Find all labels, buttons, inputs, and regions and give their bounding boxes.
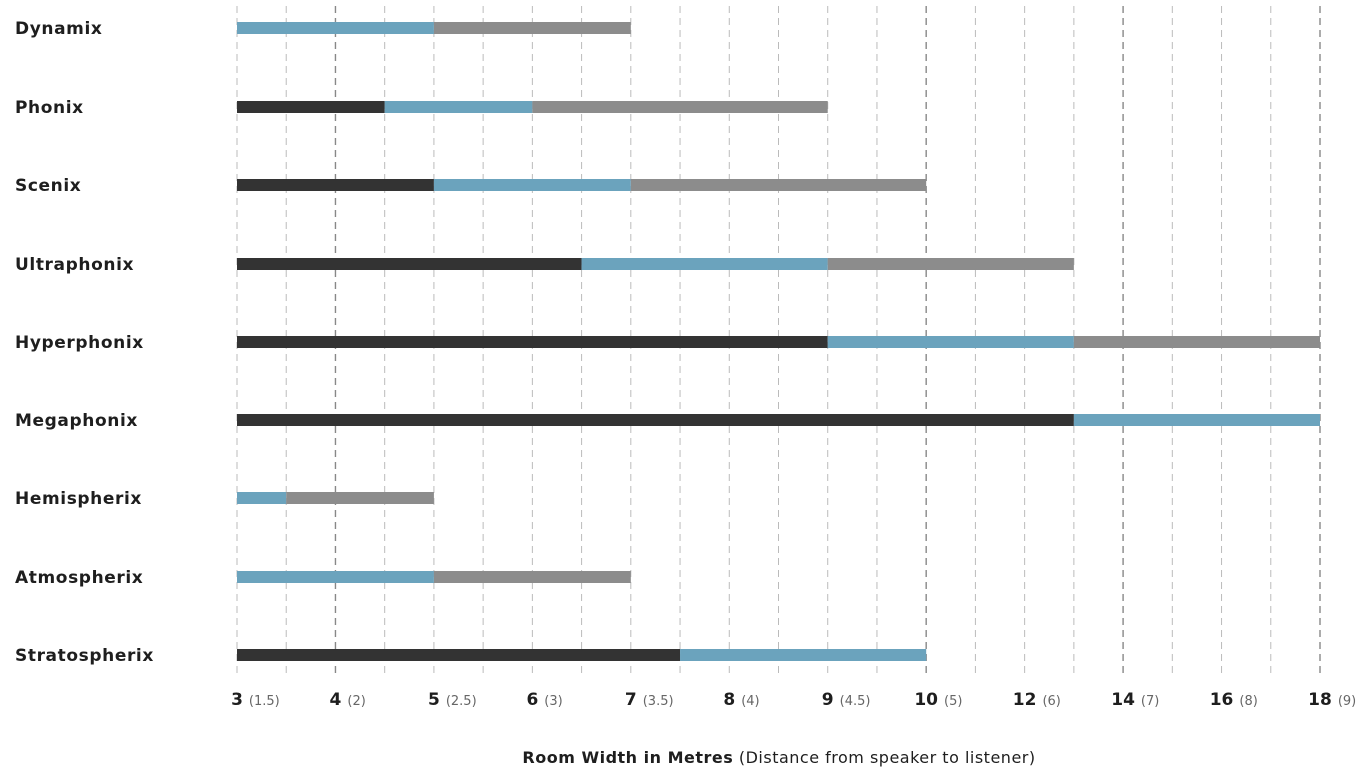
x-tick-sub-value: (4) — [741, 694, 759, 709]
bar-ultraphonix-blue-segment — [581, 258, 828, 270]
bar-dynamix-gray-segment — [433, 22, 631, 34]
bar-scenix-blue-segment — [433, 179, 631, 191]
x-tick-sub-value: (3.5) — [643, 694, 674, 709]
bars — [237, 22, 1320, 661]
product-label-megaphonix: Megaphonix — [15, 411, 138, 431]
x-tick-value: 6 — [526, 690, 538, 710]
product-label-hyperphonix: Hyperphonix — [15, 333, 144, 353]
x-tick-value: 3 — [231, 690, 243, 710]
x-axis-title: Room Width in Metres (Distance from spea… — [522, 748, 1035, 767]
product-labels: Dynamix Phonix Scenix Ultraphonix Hyperphoni… — [15, 19, 154, 666]
bar-phonix-dark-segment — [237, 101, 385, 113]
bar-atmospherix-gray-segment — [433, 571, 631, 583]
bar-phonix-gray-segment — [532, 101, 828, 113]
bar-scenix-dark-segment — [237, 179, 434, 191]
bar-hemispherix-gray-segment — [286, 492, 434, 504]
product-label-scenix: Scenix — [15, 176, 81, 196]
bar-hyperphonix-gray-segment — [1073, 336, 1320, 348]
x-tick-label-12: 12 (6) — [1013, 690, 1061, 710]
bar-hyperphonix-blue-segment — [827, 336, 1074, 348]
product-label-stratospherix: Stratospherix — [15, 646, 154, 666]
x-tick-label-4: 4 (2) — [330, 690, 366, 710]
x-tick-label-7: 7 (3.5) — [625, 690, 674, 710]
x-axis-title-bold: Room Width in Metres — [522, 748, 733, 767]
bar-stratospherix-blue-segment — [680, 649, 927, 661]
x-tick-value: 18 — [1308, 690, 1332, 710]
x-tick-sub-value: (6) — [1042, 694, 1060, 709]
x-axis-ticks: 3 (1.5) 4 (2) 5 (2.5) 6 (3) 7 (3.5) 8 (4) 9 (4.5) 10 (5… — [231, 690, 1356, 710]
x-tick-label-16: 16 (8) — [1210, 690, 1258, 710]
x-tick-value: 4 — [330, 690, 342, 710]
bar-atmospherix-blue-segment — [237, 571, 434, 583]
x-tick-sub-value: (1.5) — [249, 694, 280, 709]
bar-hemispherix-blue-segment — [237, 492, 287, 504]
x-tick-label-14: 14 (7) — [1111, 690, 1159, 710]
x-tick-label-6: 6 (3) — [526, 690, 562, 710]
bar-hyperphonix-dark-segment — [237, 336, 828, 348]
x-tick-sub-value: (2) — [347, 694, 365, 709]
bar-stratospherix-dark-segment — [237, 649, 681, 661]
x-tick-sub-value: (8) — [1239, 694, 1257, 709]
x-tick-sub-value: (7) — [1141, 694, 1159, 709]
product-label-atmospherix: Atmospherix — [15, 568, 143, 588]
x-tick-label-8: 8 (4) — [723, 690, 759, 710]
bar-ultraphonix-dark-segment — [237, 258, 582, 270]
x-tick-value: 14 — [1111, 690, 1135, 710]
x-tick-sub-value: (5) — [944, 694, 962, 709]
bar-dynamix-blue-segment — [237, 22, 434, 34]
x-tick-label-3: 3 (1.5) — [231, 690, 280, 710]
x-tick-value: 5 — [428, 690, 440, 710]
x-tick-label-5: 5 (2.5) — [428, 690, 477, 710]
x-tick-value: 10 — [914, 690, 938, 710]
x-tick-sub-value: (9) — [1338, 694, 1356, 709]
x-tick-label-10: 10 (5) — [914, 690, 962, 710]
x-tick-value: 16 — [1210, 690, 1234, 710]
x-tick-sub-value: (2.5) — [446, 694, 477, 709]
x-tick-sub-value: (4.5) — [840, 694, 871, 709]
product-label-dynamix: Dynamix — [15, 19, 102, 39]
x-tick-label-18: 18 (9) — [1308, 690, 1356, 710]
x-axis-title-rest: (Distance from speaker to listener) — [733, 748, 1035, 767]
x-tick-value: 9 — [822, 690, 834, 710]
bar-phonix-blue-segment — [384, 101, 533, 113]
x-tick-value: 12 — [1013, 690, 1037, 710]
product-label-ultraphonix: Ultraphonix — [15, 255, 134, 275]
x-tick-sub-value: (3) — [544, 694, 562, 709]
bar-scenix-gray-segment — [630, 179, 927, 191]
product-label-hemispherix: Hemispherix — [15, 489, 142, 509]
product-label-phonix: Phonix — [15, 98, 84, 118]
x-tick-value: 7 — [625, 690, 637, 710]
bar-megaphonix-blue-segment — [1073, 414, 1320, 426]
x-tick-label-9: 9 (4.5) — [822, 690, 871, 710]
bar-megaphonix-dark-segment — [237, 414, 1074, 426]
x-tick-value: 8 — [723, 690, 735, 710]
bar-ultraphonix-gray-segment — [827, 258, 1074, 270]
